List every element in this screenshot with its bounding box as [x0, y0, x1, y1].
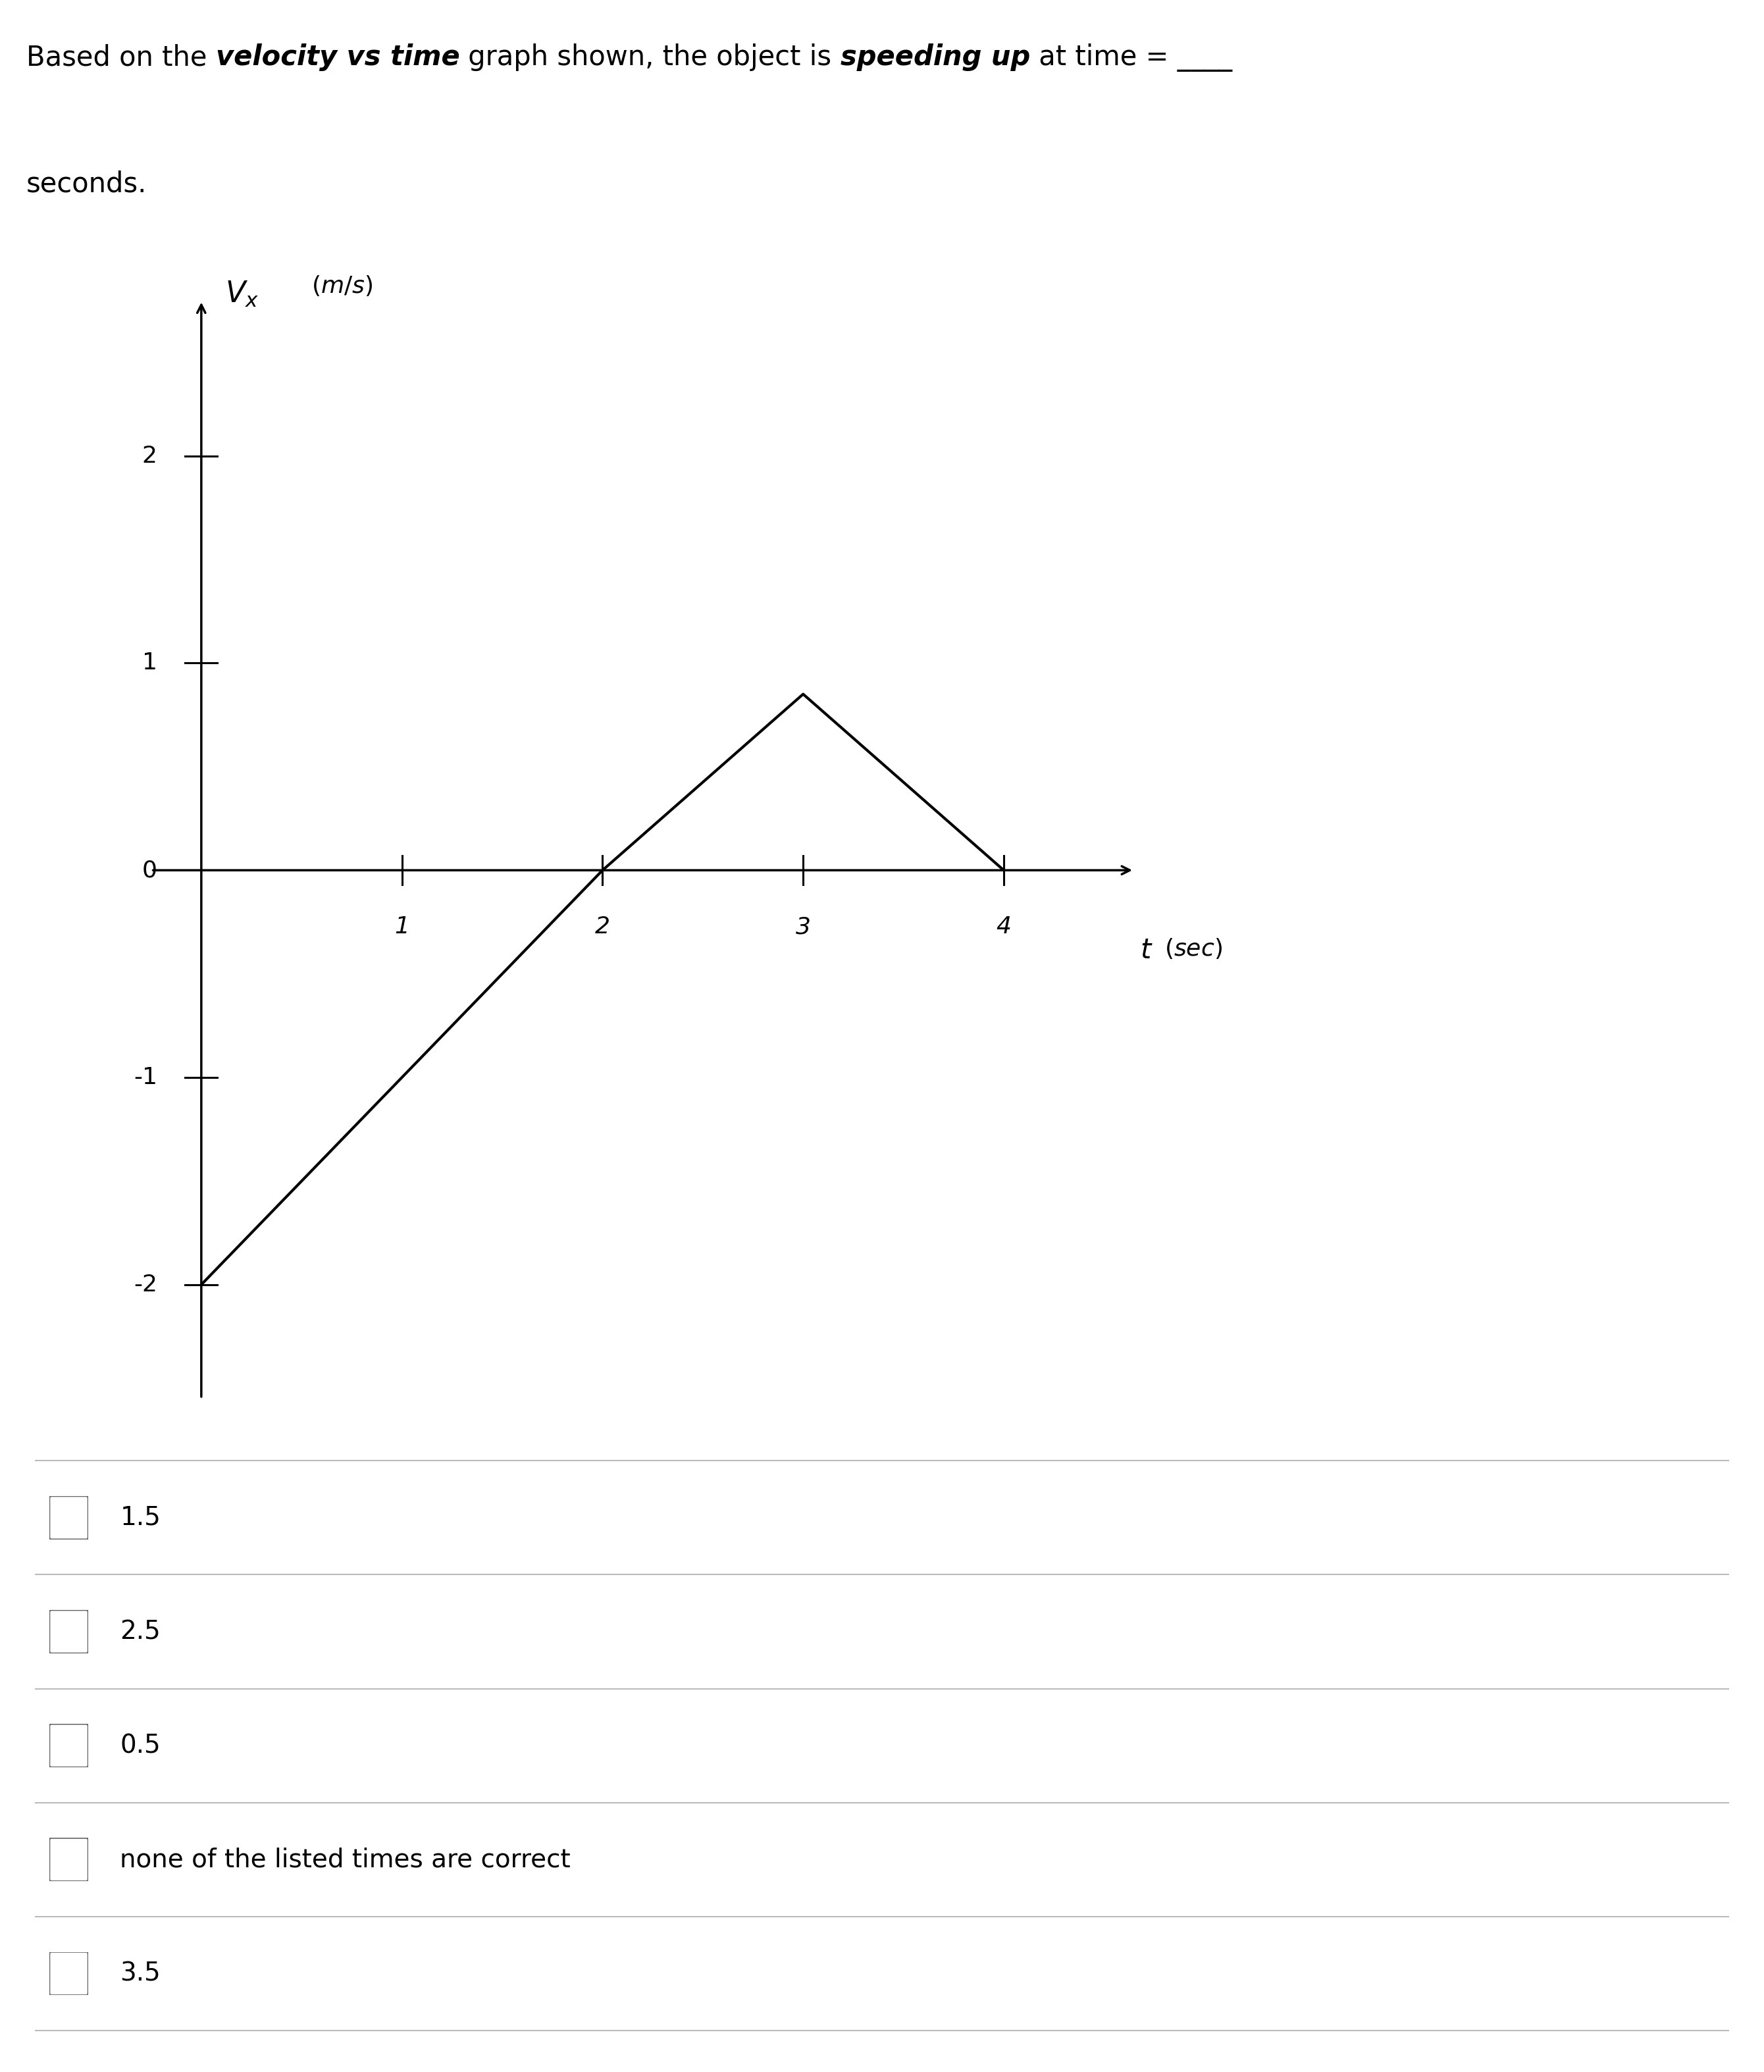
- Text: graph shown, the object is: graph shown, the object is: [460, 44, 840, 70]
- Text: -1: -1: [134, 1067, 157, 1088]
- Text: -2: -2: [134, 1274, 157, 1295]
- Text: $V_x$: $V_x$: [226, 280, 259, 309]
- FancyBboxPatch shape: [49, 1838, 88, 1881]
- Text: 2.5: 2.5: [120, 1618, 161, 1645]
- FancyBboxPatch shape: [49, 1724, 88, 1767]
- Text: 0.5: 0.5: [120, 1732, 161, 1759]
- Text: 1.5: 1.5: [120, 1504, 161, 1531]
- Text: 3.5: 3.5: [120, 1960, 161, 1987]
- Text: $(sec)$: $(sec)$: [1164, 937, 1222, 959]
- Text: 3: 3: [796, 916, 811, 939]
- Text: $(m/s)$: $(m/s)$: [312, 274, 372, 296]
- Text: speeding up: speeding up: [840, 44, 1030, 70]
- Text: 2: 2: [594, 916, 610, 939]
- Text: Based on the: Based on the: [26, 44, 215, 70]
- FancyBboxPatch shape: [49, 1610, 88, 1653]
- FancyBboxPatch shape: [49, 1952, 88, 1995]
- Text: at time = ____: at time = ____: [1030, 44, 1233, 73]
- Text: 1: 1: [143, 653, 157, 673]
- Text: $t$: $t$: [1140, 937, 1154, 963]
- Text: 4: 4: [997, 916, 1011, 939]
- Text: seconds.: seconds.: [26, 170, 146, 197]
- FancyBboxPatch shape: [49, 1496, 88, 1539]
- Text: none of the listed times are correct: none of the listed times are correct: [120, 1846, 570, 1873]
- Text: 1: 1: [395, 916, 409, 939]
- Text: 0: 0: [143, 860, 157, 881]
- Text: velocity vs time: velocity vs time: [215, 44, 460, 70]
- Text: 2: 2: [143, 445, 157, 466]
